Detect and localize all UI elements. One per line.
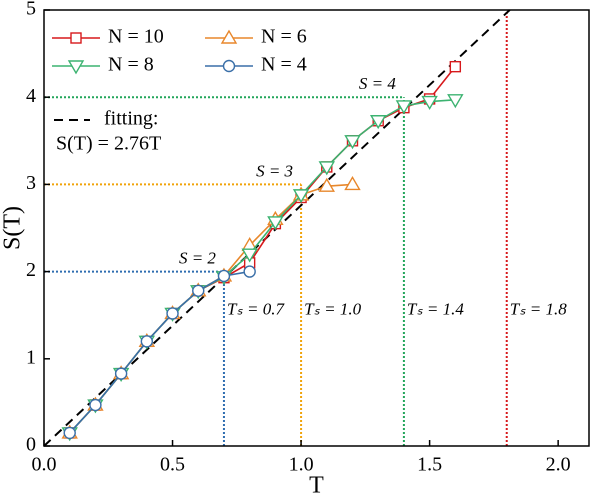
legend-fit-name: fitting: xyxy=(104,108,158,130)
marker xyxy=(217,269,231,283)
ts-label: Tₛ = 1.8 xyxy=(510,300,568,319)
marker xyxy=(344,135,361,150)
y-axis-label: S(T) xyxy=(0,206,26,250)
marker xyxy=(243,265,256,278)
legend-label: N = 4 xyxy=(261,54,307,76)
x-tick-label: 1.0 xyxy=(289,454,314,476)
legend-label: N = 10 xyxy=(108,26,164,48)
y-tick-label: 5 xyxy=(26,0,36,20)
marker xyxy=(140,335,154,348)
marker xyxy=(222,59,236,73)
marker xyxy=(70,32,82,44)
x-tick-label: 2.0 xyxy=(546,454,571,476)
marker xyxy=(220,29,238,44)
ts-label: Tₛ = 1.4 xyxy=(407,300,465,319)
y-tick-label: 3 xyxy=(26,172,36,194)
marker xyxy=(192,284,205,297)
legend-label: N = 8 xyxy=(108,54,154,76)
x-tick-label: 0.5 xyxy=(160,454,185,476)
marker xyxy=(369,115,387,130)
y-tick-label: 0 xyxy=(26,434,36,456)
marker xyxy=(449,60,462,73)
plot-frame xyxy=(43,9,590,447)
y-tick-label: 2 xyxy=(26,259,36,281)
marker xyxy=(318,161,336,176)
marker xyxy=(267,216,284,231)
marker xyxy=(241,248,258,263)
legend-fit-label: S(T) = 2.76T xyxy=(56,133,161,155)
marker xyxy=(63,426,76,440)
marker xyxy=(318,177,336,192)
x-tick-label: 0.0 xyxy=(32,454,57,476)
x-tick-label: 1.5 xyxy=(417,454,442,476)
marker xyxy=(67,60,85,75)
x-axis-label: T xyxy=(309,473,324,498)
marker xyxy=(89,398,102,412)
marker xyxy=(292,189,310,204)
marker xyxy=(395,100,413,115)
ts-label: Tₛ = 1.0 xyxy=(304,300,362,319)
marker xyxy=(344,176,361,191)
s-label: S = 3 xyxy=(256,161,293,180)
legend-label: N = 6 xyxy=(261,26,307,48)
marker xyxy=(447,94,464,109)
marker xyxy=(421,95,438,110)
marker xyxy=(166,307,179,320)
y-tick-label: 4 xyxy=(26,85,36,107)
s-label: S = 4 xyxy=(359,74,396,93)
ts-label: Tₛ = 0.7 xyxy=(227,300,286,319)
marker xyxy=(114,367,128,380)
y-tick-label: 1 xyxy=(26,346,36,368)
s-label: S = 2 xyxy=(179,249,216,268)
